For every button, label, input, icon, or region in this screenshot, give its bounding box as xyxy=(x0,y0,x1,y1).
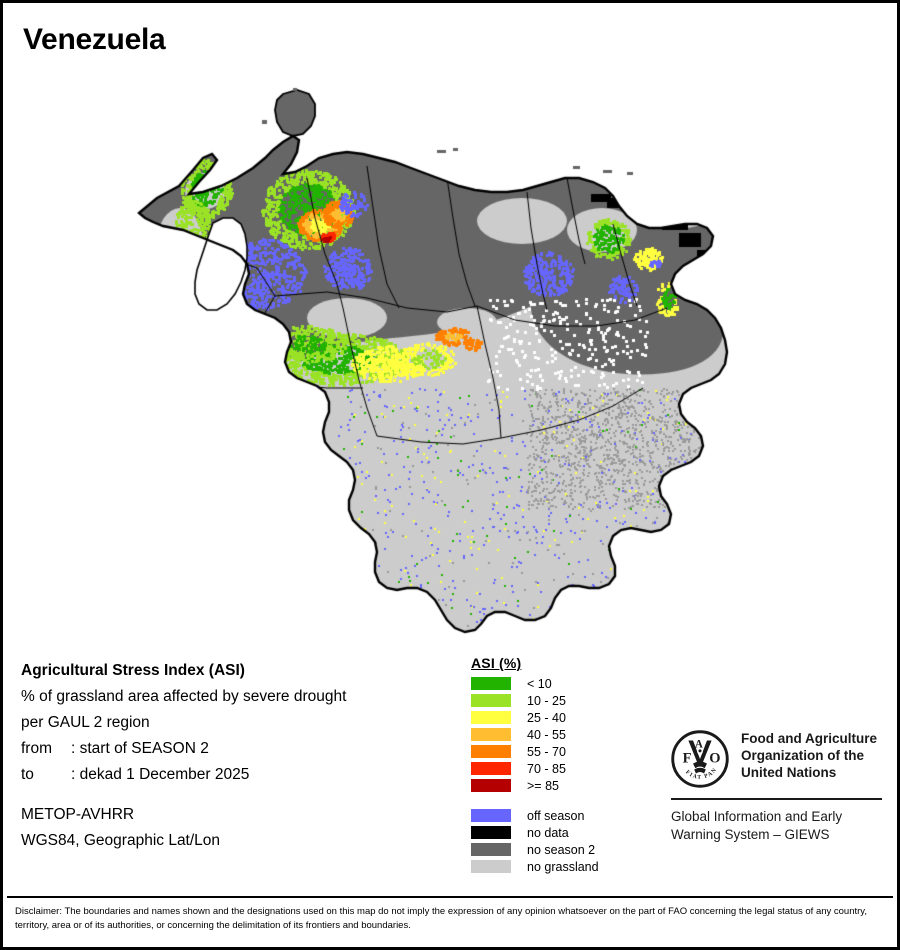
info-projection: WGS84, Geographic Lat/Lon xyxy=(21,832,221,849)
info-spacer xyxy=(21,788,451,802)
fao-logo-row: F A O FIAT PANIS Food and Agriculture Or… xyxy=(669,726,886,788)
legend-class-list: < 10 10 - 25 25 - 40 40 - 55 55 - 70 70 - 85 >… xyxy=(471,675,599,794)
asi-raster-map[interactable] xyxy=(7,58,897,643)
legend-class-row[interactable]: 40 - 55 xyxy=(471,726,599,743)
legend-class-label: 70 - 85 xyxy=(527,761,566,776)
fao-org-line-3: United Nations xyxy=(741,765,837,780)
legend-class-label: >= 85 xyxy=(527,778,559,793)
legend-class-label: 40 - 55 xyxy=(527,727,566,742)
info-from-value: : start of SEASON 2 xyxy=(71,740,209,757)
info-subtitle-1: % of grassland area affected by severe d… xyxy=(21,688,347,705)
legend-class-swatch xyxy=(471,711,511,724)
fao-program-line-2: Warning System – GIEWS xyxy=(671,827,830,842)
fao-program-line-1: Global Information and Early xyxy=(671,809,843,824)
legend-status-row[interactable]: no season 2 xyxy=(471,841,599,858)
info-sensor: METOP-AVHRR xyxy=(21,806,135,823)
info-heading: Agricultural Stress Index (ASI) xyxy=(21,662,245,679)
fao-org-line-1: Food and Agriculture xyxy=(741,731,877,746)
legend-status-label: no season 2 xyxy=(527,842,596,857)
legend-divider-gap xyxy=(471,794,599,807)
legend-class-row[interactable]: 10 - 25 xyxy=(471,692,599,709)
legend-class-row[interactable]: >= 85 xyxy=(471,777,599,794)
legend-status-list: off season no data no season 2 no grassland xyxy=(471,807,599,875)
legend-class-swatch xyxy=(471,779,511,792)
fao-divider xyxy=(671,798,882,800)
legend-class-swatch xyxy=(471,745,511,758)
svg-text:F: F xyxy=(683,750,692,766)
legend-status-swatch xyxy=(471,860,511,873)
legend-class-label: < 10 xyxy=(527,676,552,691)
legend-status-row[interactable]: no data xyxy=(471,824,599,841)
legend-status-swatch xyxy=(471,809,511,822)
legend-class-label: 55 - 70 xyxy=(527,744,566,759)
legend-class-swatch xyxy=(471,694,511,707)
legend-class-label: 10 - 25 xyxy=(527,693,566,708)
legend-class-row[interactable]: 25 - 40 xyxy=(471,709,599,726)
legend-class-swatch xyxy=(471,677,511,690)
legend-status-swatch xyxy=(471,826,511,839)
legend-class-label: 25 - 40 xyxy=(527,710,566,725)
info-to-value: : dekad 1 December 2025 xyxy=(71,766,250,783)
info-to-key: to xyxy=(21,766,34,783)
svg-text:O: O xyxy=(709,750,720,766)
legend: ASI (%) < 10 10 - 25 25 - 40 40 - 55 55 - 70… xyxy=(471,655,599,875)
legend-status-row[interactable]: off season xyxy=(471,807,599,824)
info-from-key: from xyxy=(21,740,52,757)
disclaimer-divider xyxy=(7,896,893,898)
legend-class-row[interactable]: 55 - 70 xyxy=(471,743,599,760)
legend-class-row[interactable]: 70 - 85 xyxy=(471,760,599,777)
fao-organization-name: Food and Agriculture Organization of the… xyxy=(741,730,877,781)
legend-title: ASI (%) xyxy=(471,655,522,671)
legend-class-swatch xyxy=(471,728,511,741)
disclaimer-text: Disclaimer: The boundaries and names sho… xyxy=(15,906,867,931)
map-info-block: Agricultural Stress Index (ASI) % of gra… xyxy=(21,658,451,854)
info-from-row: from : start of SEASON 2 xyxy=(21,736,451,762)
page-title: Venezuela xyxy=(23,23,166,56)
fao-program-name: Global Information and Early Warning Sys… xyxy=(671,808,886,844)
legend-status-label: no data xyxy=(527,825,569,840)
info-subtitle-2: per GAUL 2 region xyxy=(21,714,150,731)
info-to-row: to : dekad 1 December 2025 xyxy=(21,762,451,788)
legend-class-row[interactable]: < 10 xyxy=(471,675,599,692)
fao-logo-icon: F A O FIAT PANIS xyxy=(669,726,729,788)
legend-status-label: no grassland xyxy=(527,859,599,874)
legend-status-label: off season xyxy=(527,808,585,823)
legend-status-row[interactable]: no grassland xyxy=(471,858,599,875)
fao-org-line-2: Organization of the xyxy=(741,748,864,763)
map-figure xyxy=(7,58,897,643)
svg-text:A: A xyxy=(695,738,703,750)
fao-branding: F A O FIAT PANIS Food and Agriculture Or… xyxy=(669,726,886,844)
legend-class-swatch xyxy=(471,762,511,775)
legend-status-swatch xyxy=(471,843,511,856)
